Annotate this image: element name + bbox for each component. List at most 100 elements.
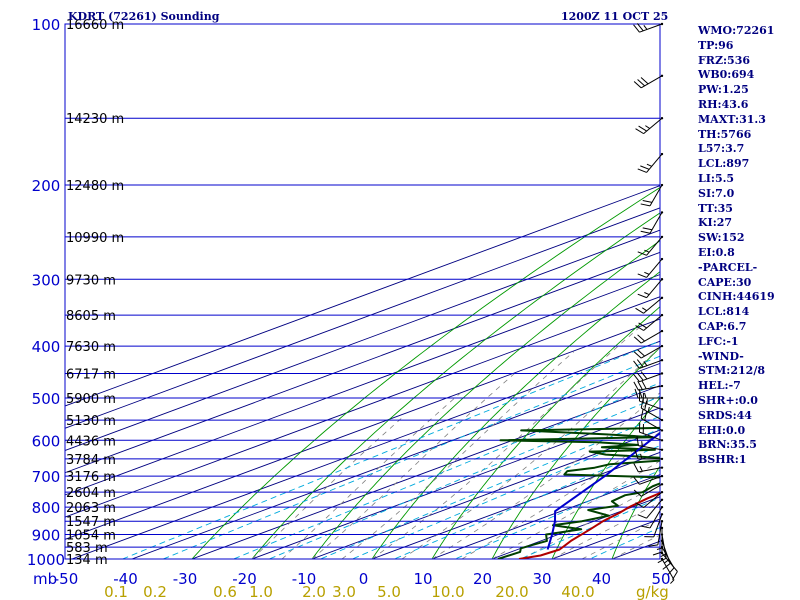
wind-barb-flag: [633, 351, 642, 359]
wind-barb-flag: [637, 334, 646, 342]
isotherm-line: [190, 385, 660, 559]
wind-barb-flag: [634, 388, 639, 399]
wind-barb-staff: [661, 558, 675, 581]
pressure-tick-label: 900: [32, 527, 61, 545]
height-label: 3784 m: [66, 453, 116, 468]
pressure-tick-label: 200: [32, 177, 61, 195]
plot-frame: [64, 23, 661, 560]
wind-barb-flag: [635, 502, 644, 509]
wind-barb: [640, 211, 664, 234]
wind-barb-flag: [636, 23, 644, 32]
background-lines: [65, 185, 660, 559]
height-label: 8605 m: [66, 309, 116, 324]
index-line: CAPE:30: [698, 275, 752, 289]
index-line: L57:3.7: [698, 142, 745, 156]
wind-barb-staff: [643, 491, 663, 508]
wind-barb: [634, 449, 664, 461]
temperature-tick-label: 10: [413, 570, 432, 588]
wind-barb-base: [660, 429, 664, 432]
wind-barb-flag: [636, 359, 644, 368]
wind-barb-staff: [646, 258, 663, 278]
isotherm-line: [310, 429, 660, 559]
wind-barb-flag: [633, 24, 640, 33]
mixing-ratio-label: 20.0: [495, 583, 528, 600]
wind-barb: [640, 398, 664, 422]
index-line: PW:1.25: [698, 83, 749, 97]
mixing-ratio-line: [232, 382, 660, 559]
temperature-tick-label: 50: [651, 570, 670, 588]
moist-adiabat-line: [371, 327, 640, 559]
wind-barb-flag: [635, 325, 644, 331]
mixing-ratio-line: [162, 355, 660, 559]
wind-barb-base: [660, 483, 664, 486]
wind-barb: [640, 409, 664, 432]
station-title: KDRT (72261) Sounding: [68, 10, 220, 23]
wind-barb-half-flag: [645, 125, 651, 129]
isotherm-line: [370, 451, 660, 559]
dry-adiabat-line: [251, 212, 660, 559]
wind-barb-flag: [633, 81, 642, 89]
height-label: 2063 m: [66, 501, 116, 516]
wind-barb-flag: [644, 411, 648, 421]
isotherm-line: [65, 318, 660, 540]
index-line: MAXT:31.3: [698, 112, 766, 126]
height-label: 134 m: [66, 553, 108, 568]
wind-barb-base: [660, 22, 664, 26]
wind-barb-base: [660, 211, 664, 214]
temperature-tick-label: -10: [292, 570, 317, 588]
dry-adiabat-line: [611, 465, 660, 559]
wind-barb-half-flag: [639, 466, 643, 472]
index-line: SI:7.0: [698, 186, 735, 200]
wind-barb-flag: [640, 525, 651, 529]
wind-barb-half-flag: [644, 292, 650, 296]
index-line: KI:27: [698, 216, 733, 230]
isotherm-line: [250, 407, 660, 559]
wind-barb-flag: [644, 400, 648, 411]
wind-barb-flag: [638, 125, 647, 132]
mixing-ratio-label: 0.6: [213, 583, 237, 600]
wind-barb: [635, 313, 664, 331]
wind-barb: [637, 498, 664, 519]
wind-barb: [635, 296, 664, 314]
wind-barb-flag: [640, 77, 649, 85]
wind-barb-half-flag: [646, 163, 652, 167]
wind-barb-half-flag: [670, 579, 675, 584]
wind-barb-flag: [633, 463, 639, 473]
wind-barb: [640, 505, 664, 529]
height-label: 3176 m: [66, 470, 116, 485]
index-line: STM:212/8: [698, 364, 765, 378]
mixing-ratio-label: 10.0: [431, 583, 464, 600]
wind-barb-staff: [639, 475, 663, 485]
wind-barb-flag: [648, 544, 658, 547]
dry-adiabat-line: [311, 240, 660, 559]
temperature-tick-label: 40: [592, 570, 611, 588]
dry-adiabat-line: [191, 187, 660, 559]
wind-barb-flag: [641, 380, 647, 390]
mixing-ratio-label: 5.0: [377, 583, 401, 600]
pressure-tick-label: 800: [32, 499, 61, 517]
wind-barb-flag: [672, 571, 678, 580]
wind-barb-flag: [633, 476, 640, 485]
wind-barb-staff: [639, 23, 663, 33]
index-line: CAP:6.7: [698, 319, 747, 333]
wind-barb-flag: [652, 551, 663, 556]
wind-barb-base: [660, 384, 664, 388]
wind-barb: [633, 371, 664, 383]
mixing-ratio-label: 0.2: [143, 583, 167, 600]
moist-adiabat-line: [311, 373, 515, 559]
wind-barb-base: [660, 235, 664, 239]
dry-adiabat-line: [371, 271, 660, 559]
pressure-tick-label: 1000: [27, 551, 65, 569]
temperature-tick-label: 20: [473, 570, 492, 588]
wind-barb-base: [660, 152, 664, 156]
isotherm-line: [65, 251, 660, 474]
wind-barb-flag: [637, 349, 646, 357]
mixing-ratio-line: [121, 340, 660, 559]
wind-barb-base: [660, 490, 664, 494]
index-line: -PARCEL-: [698, 260, 758, 274]
sounding-profiles: [497, 426, 660, 559]
wind-barb: [640, 183, 664, 207]
wind-barb-base: [660, 313, 664, 317]
